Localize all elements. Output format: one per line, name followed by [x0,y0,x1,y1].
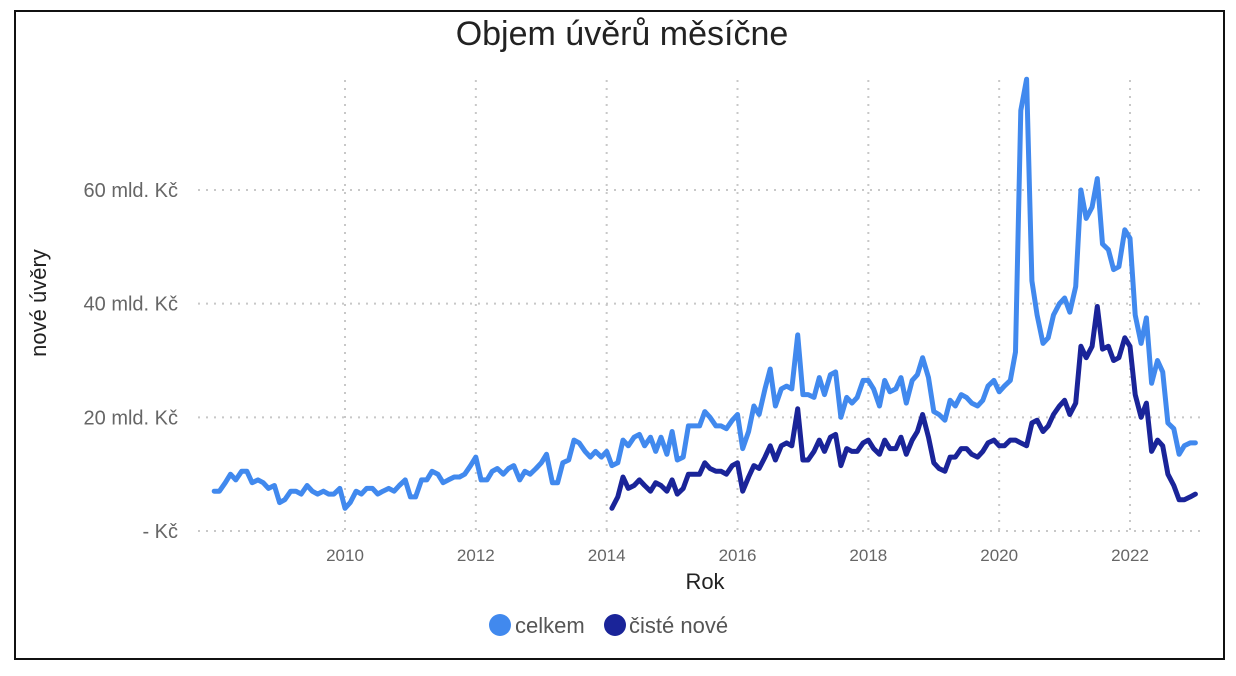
x-gridlines [344,80,1131,531]
chart-title: Objem úvěrů měsíčne [456,15,789,53]
legend-label-celkem: celkem [515,613,585,638]
legend-marker-ciste-nove [604,614,626,636]
series-line-1 [609,304,1198,511]
y-tick-label-1: 20 mld. Kč [84,407,178,429]
legend-label-ciste-nove: čisté nové [629,613,728,638]
y-tick-label-3: 60 mld. Kč [84,180,178,202]
x-tick-label-1: 2012 [457,546,495,565]
y-tick-label-2: 40 mld. Kč [84,294,178,316]
legend: celkem čisté nové [489,613,728,638]
x-axis-label: Rok [685,569,725,594]
series-line-0 [211,76,1198,511]
x-tick-labels: 2010 2012 2014 2016 2018 2020 2022 [326,546,1149,565]
x-tick-label-2: 2014 [588,546,626,565]
x-tick-label-5: 2020 [980,546,1018,565]
x-tick-label-3: 2016 [719,546,757,565]
y-axis-label: nové úvěry [26,249,51,357]
y-tick-label-0: - Kč [142,521,178,543]
x-tick-label-0: 2010 [326,546,364,565]
x-tick-label-4: 2018 [849,546,887,565]
x-tick-label-6: 2022 [1111,546,1149,565]
y-tick-labels: - Kč 20 mld. Kč 40 mld. Kč 60 mld. Kč [84,180,178,543]
series-lines [211,76,1198,511]
legend-marker-celkem [489,614,511,636]
